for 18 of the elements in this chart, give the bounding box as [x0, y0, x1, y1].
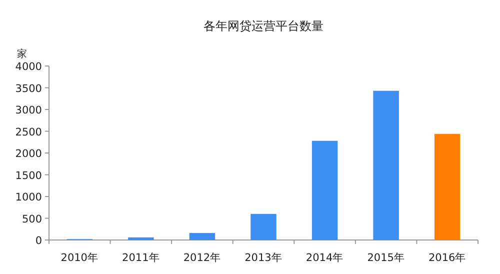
y-tick-label: 1000 [15, 192, 42, 204]
y-tick-label: 0 [35, 235, 42, 247]
x-tick-label: 2010年 [60, 252, 99, 264]
y-tick-label: 2000 [15, 148, 42, 160]
y-tick-label: 4000 [15, 61, 42, 73]
y-tick-label: 1500 [15, 170, 42, 182]
y-tick-label: 3500 [15, 82, 42, 95]
y-tick-label: 3000 [15, 104, 42, 116]
chart-title: 各年网贷运营平台数量 [204, 19, 324, 33]
x-tick-label: 2016年 [428, 252, 466, 264]
x-tick-label: 2012年 [183, 252, 222, 264]
x-tick-label: 2015年 [367, 252, 405, 264]
y-axis-title: 家 [17, 48, 27, 60]
x-tick-label: 2011年 [122, 252, 160, 264]
y-tick-label: 500 [22, 213, 42, 226]
x-tick-label: 2013年 [244, 252, 282, 264]
x-tick-label: 2014年 [306, 252, 344, 264]
y-tick-label: 2500 [15, 126, 42, 138]
